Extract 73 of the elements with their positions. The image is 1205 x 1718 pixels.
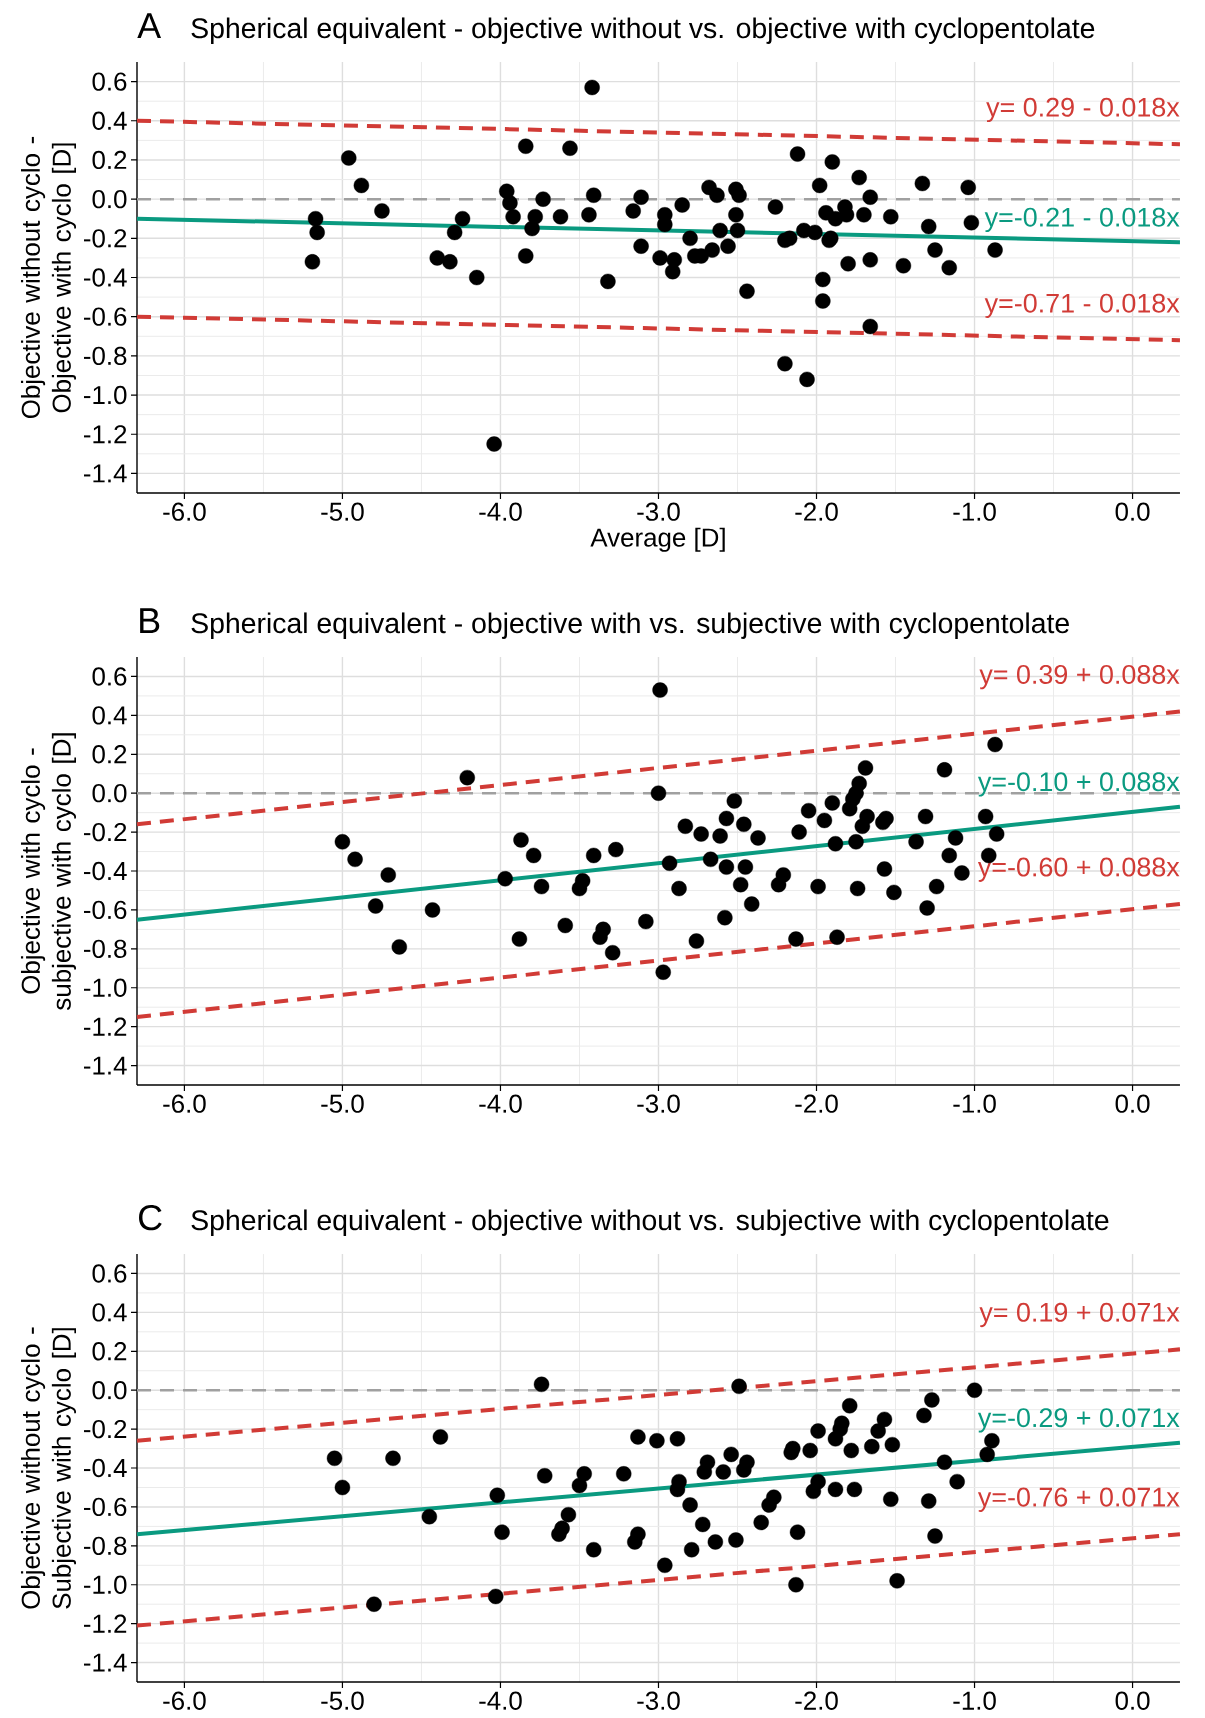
annotation: y=-0.29 + 0.071x bbox=[977, 1408, 1180, 1433]
y-tick-label: 0.4 bbox=[92, 706, 127, 725]
y-tick-label: 0.2 bbox=[92, 745, 127, 764]
y-tick-label: -0.6 bbox=[84, 307, 127, 326]
y-axis-title: Objective without cyclo - Subjective with cyclo [D] bbox=[20, 1327, 76, 1609]
y-tick-label: -1.2 bbox=[84, 1614, 127, 1633]
x-tick-label: -1.0 bbox=[953, 1691, 996, 1710]
y-tick-label: 0.0 bbox=[92, 784, 127, 803]
text: B bbox=[140, 608, 160, 634]
annotation: y=-0.21 - 0.018x bbox=[984, 207, 1180, 233]
y-tick-label: -1.4 bbox=[84, 1056, 127, 1075]
x-tick-label: -2.0 bbox=[795, 502, 838, 521]
y-tick-label: -0.8 bbox=[84, 1536, 127, 1556]
x-tick-label: -1.0 bbox=[953, 1094, 996, 1113]
chart-title: Spherical equivalent - objective without vs. subjective with cyclopentolate bbox=[191, 1209, 1109, 1236]
chart-title: Spherical equivalent - objective with vs. subjective with cyclopentolate bbox=[191, 612, 1069, 639]
y-tick-label: 0.2 bbox=[92, 1342, 127, 1361]
x-tick-label: -2.0 bbox=[795, 1094, 838, 1113]
x-tick-label: -2.0 bbox=[795, 1691, 838, 1710]
y-tick-label: 0.6 bbox=[92, 667, 127, 686]
y-tick-label: -1.4 bbox=[84, 464, 127, 483]
x-tick-label: -6.0 bbox=[163, 1691, 206, 1710]
x-tick-label: -4.0 bbox=[479, 502, 522, 521]
y-tick-label: 0.0 bbox=[92, 1381, 127, 1400]
y-tick-label: -1.4 bbox=[84, 1653, 127, 1672]
y-tick-label: 0.6 bbox=[92, 1264, 127, 1283]
x-tick-label: -3.0 bbox=[637, 1691, 680, 1710]
annotation: y=-0.76 + 0.071x bbox=[977, 1487, 1180, 1512]
annotation: y=-0.71 - 0.018x bbox=[984, 293, 1180, 318]
annotation: y= 0.39 + 0.088x bbox=[979, 664, 1180, 690]
x-tick-label: -4.0 bbox=[479, 1691, 522, 1710]
y-tick-label: -0.8 bbox=[84, 939, 127, 958]
y-tick-label: -1.2 bbox=[84, 1017, 127, 1036]
y-tick-label: 0.4 bbox=[92, 1303, 127, 1322]
y-tick-label: -0.6 bbox=[84, 900, 127, 920]
x-axis-title: Average [D] bbox=[590, 527, 725, 552]
x-tick-label: -1.0 bbox=[953, 502, 996, 521]
y-axis-title: Objective without cyclo - Objective with cyclo [D] bbox=[20, 136, 76, 419]
chart-title: Spherical equivalent - objective without vs. objective with cyclopentolate bbox=[191, 17, 1095, 44]
x-tick-label: -5.0 bbox=[321, 502, 364, 521]
x-tick-label: -3.0 bbox=[637, 1094, 680, 1113]
y-tick-label: 0.0 bbox=[92, 189, 127, 209]
y-tick-label: -0.2 bbox=[84, 1419, 127, 1439]
annotation: y=-0.60 + 0.088x bbox=[977, 857, 1180, 882]
x-tick-label: -5.0 bbox=[321, 1094, 364, 1113]
y-tick-label: 0.4 bbox=[92, 111, 127, 130]
y-tick-label: 0.6 bbox=[92, 72, 127, 91]
y-tick-label: -1.0 bbox=[84, 1575, 127, 1594]
annotation: y= 0.29 - 0.018x bbox=[986, 97, 1180, 123]
y-tick-label: -0.4 bbox=[84, 1458, 127, 1478]
x-tick-label: -3.0 bbox=[637, 502, 680, 521]
text: A bbox=[137, 13, 162, 38]
y-axis-title: Objective with cyclo - subjective with cyclo [D] bbox=[20, 733, 76, 1010]
y-tick-label: -0.4 bbox=[84, 268, 127, 287]
x-tick-label: 0.0 bbox=[1115, 1691, 1150, 1710]
x-tick-label: 0.0 bbox=[1115, 1094, 1150, 1113]
y-tick-label: -0.2 bbox=[84, 822, 127, 842]
x-tick-label: -6.0 bbox=[163, 502, 206, 521]
y-tick-label: -0.8 bbox=[84, 346, 127, 366]
text: C bbox=[139, 1204, 162, 1231]
annotation: y= 0.19 + 0.071x bbox=[979, 1302, 1180, 1328]
y-tick-label: -0.6 bbox=[84, 1497, 127, 1517]
annotation: y=-0.10 + 0.088x bbox=[977, 772, 1180, 797]
x-tick-label: -6.0 bbox=[163, 1094, 206, 1113]
x-tick-label: -5.0 bbox=[321, 1691, 364, 1710]
y-tick-label: -1.0 bbox=[84, 385, 127, 405]
y-tick-label: -0.2 bbox=[84, 229, 127, 248]
y-tick-label: 0.2 bbox=[92, 150, 127, 170]
y-tick-label: -1.2 bbox=[84, 425, 127, 444]
x-tick-label: 0.0 bbox=[1115, 502, 1150, 521]
y-tick-label: -0.4 bbox=[84, 861, 127, 881]
y-tick-label: -1.0 bbox=[84, 978, 127, 997]
x-tick-label: -4.0 bbox=[479, 1094, 522, 1113]
